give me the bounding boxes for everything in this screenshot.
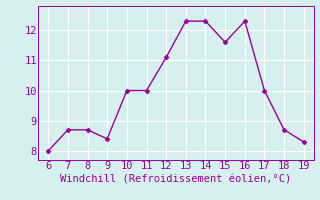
X-axis label: Windchill (Refroidissement éolien,°C): Windchill (Refroidissement éolien,°C) [60, 174, 292, 184]
